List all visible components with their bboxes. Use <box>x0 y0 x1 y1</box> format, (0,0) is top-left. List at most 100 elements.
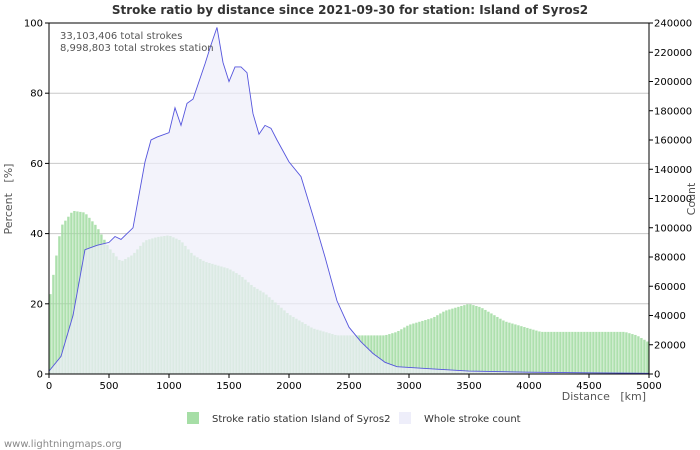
ratio-bar <box>391 333 394 374</box>
ratio-bar <box>586 331 589 374</box>
ratio-bar <box>433 316 436 374</box>
x-tick-label: 2500 <box>336 381 361 392</box>
ratio-bar <box>403 327 406 374</box>
ratio-bar <box>454 307 457 374</box>
ratio-bar <box>619 331 622 374</box>
ratio-bar <box>421 320 424 374</box>
ratio-bar <box>559 331 562 374</box>
y-right-tick-label: 20000 <box>654 340 686 351</box>
ratio-bar <box>499 318 502 374</box>
ratio-bar <box>514 324 517 374</box>
ratio-bar <box>457 306 460 374</box>
ratio-bar <box>475 305 478 374</box>
total-strokes-note: 33,103,406 total strokes <box>60 31 182 42</box>
ratio-bar <box>442 311 445 374</box>
x-tick-label: 500 <box>99 381 118 392</box>
y-left-tick-label: 0 <box>37 370 43 381</box>
ratio-bar <box>517 325 520 374</box>
ratio-bar <box>427 319 430 374</box>
ratio-bar <box>511 323 514 374</box>
count-area-fill <box>49 27 649 375</box>
ratio-bar <box>640 338 643 374</box>
ratio-bar <box>628 333 631 374</box>
count-line <box>48 27 650 374</box>
ratio-bar <box>598 331 601 374</box>
ratio-bar <box>379 335 382 374</box>
ratio-bar <box>508 322 511 374</box>
y-right-tick-label: 240000 <box>654 19 692 30</box>
ratio-bar <box>580 331 583 374</box>
y-right-tick-label: 100000 <box>654 223 692 234</box>
ratio-bar <box>625 332 628 374</box>
y-right-axis-ticks: 0 20000 40000 60000 80000 100000 120000 140000 1… <box>649 19 692 381</box>
ratio-bar <box>496 316 499 374</box>
ratio-bar <box>610 331 613 374</box>
x-axis-ticks: 0 500 1000 1500 2000 2500 3000 3500 4000 4500 5000 <box>46 374 662 392</box>
y-left-axis-label: Percent [%] <box>2 164 15 235</box>
y-right-tick-label: 180000 <box>654 106 692 117</box>
ratio-bar <box>571 331 574 374</box>
x-tick-label: 5000 <box>636 381 661 392</box>
ratio-bar <box>445 310 448 374</box>
legend-label-ratio: Stroke ratio station Island of Syros2 <box>212 414 390 425</box>
ratio-bar <box>463 305 466 374</box>
ratio-bar <box>418 321 421 374</box>
y-right-tick-label: 200000 <box>654 77 692 88</box>
ratio-bar <box>646 341 649 374</box>
ratio-bar <box>523 327 526 374</box>
ratio-bar <box>55 255 58 374</box>
ratio-bar <box>52 274 55 374</box>
ratio-bar <box>490 313 493 374</box>
ratio-bar <box>400 329 403 374</box>
y-right-tick-label: 160000 <box>654 136 692 147</box>
ratio-bar <box>409 324 412 374</box>
site-credit: www.lightningmaps.org <box>4 439 122 450</box>
ratio-bar <box>430 318 433 374</box>
ratio-bar <box>478 306 481 374</box>
ratio-bar <box>451 308 454 374</box>
y-left-tick-label: 80 <box>30 89 43 100</box>
ratio-bar <box>382 335 385 374</box>
ratio-bar <box>436 315 439 374</box>
ratio-bar <box>502 320 505 374</box>
x-tick-label: 3000 <box>396 381 421 392</box>
ratio-bar <box>634 334 637 374</box>
ratio-bar <box>58 236 61 374</box>
ratio-bar <box>64 220 67 374</box>
ratio-bar <box>376 335 379 374</box>
ratio-bar <box>412 323 415 374</box>
y-right-tick-label: 220000 <box>654 48 692 59</box>
y-right-tick-label: 0 <box>654 370 660 381</box>
ratio-bar <box>589 331 592 374</box>
ratio-bar <box>637 336 640 374</box>
ratio-bar <box>67 216 70 374</box>
ratio-bar <box>466 304 469 374</box>
y-left-tick-label: 20 <box>30 299 43 310</box>
legend: Stroke ratio station Island of Syros2 Wh… <box>187 412 521 425</box>
ratio-bar <box>49 294 52 374</box>
y-left-tick-label: 60 <box>30 159 43 170</box>
ratio-bar <box>526 327 529 374</box>
ratio-bar <box>583 331 586 374</box>
ratio-bar <box>544 331 547 374</box>
ratio-bar <box>574 331 577 374</box>
station-strokes-note: 8,998,803 total strokes station <box>60 43 214 54</box>
ratio-bar <box>616 331 619 374</box>
ratio-bar <box>592 331 595 374</box>
ratio-bar <box>535 330 538 374</box>
ratio-bar <box>61 224 64 374</box>
ratio-bar <box>604 331 607 374</box>
ratio-bar <box>568 331 571 374</box>
ratio-bar <box>595 331 598 374</box>
ratio-bar <box>70 212 73 374</box>
ratio-bar <box>541 331 544 374</box>
x-axis-label: Distance [km] <box>562 390 646 403</box>
ratio-bar <box>385 334 388 374</box>
x-tick-label: 1500 <box>216 381 241 392</box>
ratio-bar <box>388 334 391 374</box>
x-tick-label: 2000 <box>276 381 301 392</box>
ratio-bar <box>532 329 535 374</box>
ratio-bar <box>394 332 397 374</box>
ratio-bar <box>73 211 76 374</box>
